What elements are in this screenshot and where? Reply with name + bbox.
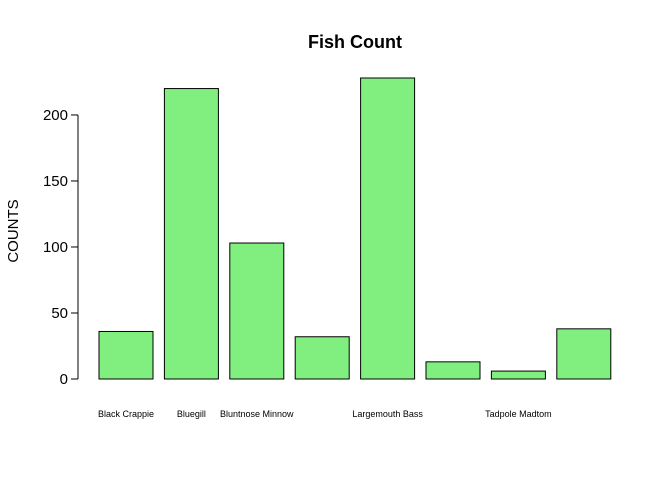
x-tick-label: Bluntnose Minnow xyxy=(220,409,294,419)
x-tick-label: Bluegill xyxy=(177,409,206,419)
bars-group xyxy=(98,77,612,380)
bar xyxy=(229,242,285,380)
x-tick-label: Largemouth Bass xyxy=(352,409,423,419)
y-axis: 0 50 100 150 200 xyxy=(43,107,79,388)
x-axis-labels: Black Crappie Bluegill Bluntnose Minnow Lar… xyxy=(98,409,552,419)
bar xyxy=(98,330,154,380)
x-tick-label: Black Crappie xyxy=(98,409,154,419)
bar xyxy=(556,328,612,380)
bar xyxy=(163,88,219,380)
y-axis-label: COUNTS xyxy=(5,199,22,262)
chart-title: Fish Count xyxy=(308,32,402,52)
y-tick-label: 50 xyxy=(51,305,68,322)
bar xyxy=(360,77,416,380)
bar xyxy=(425,361,481,380)
y-tick-label: 200 xyxy=(43,107,68,124)
bar xyxy=(294,336,350,380)
y-tick-label: 150 xyxy=(43,173,68,190)
x-tick-label: Tadpole Madtom xyxy=(485,409,552,419)
y-tick-label: 100 xyxy=(43,239,68,256)
bar xyxy=(490,370,546,380)
y-tick-label: 0 xyxy=(60,371,68,388)
